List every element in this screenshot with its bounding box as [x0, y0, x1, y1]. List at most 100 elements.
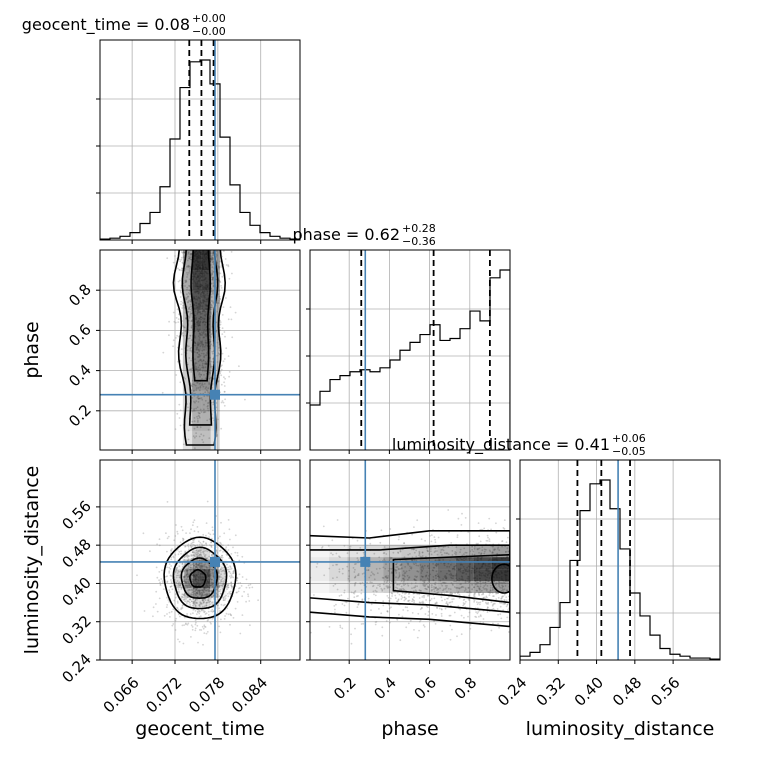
- sample-point: [186, 349, 189, 352]
- sample-point: [431, 613, 434, 615]
- sample-point: [190, 593, 193, 595]
- sample-point: [407, 553, 410, 556]
- sample-point: [188, 598, 191, 601]
- sample-point: [181, 595, 184, 598]
- sample-point: [185, 532, 188, 534]
- sample-point: [362, 551, 365, 554]
- sample-point: [186, 613, 189, 615]
- sample-point: [212, 278, 215, 280]
- sample-point: [190, 566, 192, 569]
- sample-point: [202, 533, 205, 536]
- sample-point: [184, 377, 187, 380]
- sample-point: [227, 355, 230, 357]
- sample-point: [506, 616, 509, 619]
- sample-point: [220, 580, 222, 582]
- sample-point: [196, 613, 198, 615]
- sample-point: [204, 354, 207, 357]
- sample-point: [426, 549, 429, 552]
- sample-point: [200, 397, 203, 399]
- sample-point: [227, 584, 230, 587]
- sample-point: [197, 564, 200, 566]
- sample-point: [395, 597, 397, 599]
- density-cell: [383, 569, 402, 582]
- title-minus: −0.00: [192, 25, 226, 38]
- sample-point: [182, 262, 185, 265]
- sample-point: [412, 548, 414, 551]
- sample-point: [200, 559, 203, 561]
- sample-point: [218, 610, 221, 612]
- density-cell: [491, 545, 510, 558]
- sample-point: [475, 611, 477, 613]
- sample-point: [503, 599, 506, 601]
- sample-point: [481, 593, 483, 596]
- sample-point: [489, 550, 492, 553]
- sample-point: [471, 583, 473, 586]
- sample-point: [385, 553, 388, 555]
- sample-point: [220, 603, 223, 606]
- sample-point: [205, 567, 208, 569]
- sample-point: [413, 596, 415, 599]
- sample-point: [192, 563, 195, 565]
- sample-point: [182, 593, 185, 596]
- sample-point: [400, 567, 403, 569]
- y-tick-label: 0.2: [65, 401, 95, 431]
- sample-point: [205, 557, 208, 560]
- sample-point: [178, 313, 180, 316]
- sample-point: [204, 613, 207, 615]
- sample-point: [390, 571, 393, 574]
- sample-point: [198, 415, 201, 418]
- sample-point: [202, 627, 205, 630]
- sample-point: [223, 376, 225, 379]
- sample-point: [482, 581, 484, 584]
- sample-point: [396, 583, 399, 586]
- sample-point: [398, 593, 401, 596]
- sample-point: [221, 314, 224, 316]
- sample-point: [460, 586, 462, 589]
- sample-point: [220, 573, 223, 576]
- sample-point: [464, 517, 467, 519]
- sample-point: [200, 589, 202, 592]
- sample-point: [446, 585, 448, 587]
- sample-point: [210, 255, 213, 257]
- sample-point: [469, 623, 472, 626]
- sample-point: [385, 563, 387, 566]
- sample-point: [205, 601, 208, 604]
- sample-point: [207, 428, 210, 431]
- sample-point: [211, 257, 214, 259]
- sample-point: [179, 570, 182, 573]
- sample-point: [210, 545, 212, 547]
- sample-point: [223, 570, 226, 573]
- sample-point: [179, 583, 181, 586]
- sample-point: [456, 635, 458, 638]
- sample-point: [197, 611, 199, 614]
- sample-point: [422, 624, 425, 627]
- sample-point: [172, 311, 175, 314]
- sample-point: [201, 548, 204, 551]
- sample-point: [328, 626, 331, 628]
- sample-point: [471, 548, 474, 551]
- sample-point: [179, 260, 182, 263]
- sample-point: [497, 597, 500, 599]
- sample-point: [427, 586, 430, 589]
- sample-point: [486, 588, 488, 591]
- sample-point: [194, 627, 197, 630]
- sample-point: [203, 588, 206, 591]
- sample-point: [190, 305, 193, 308]
- sample-point: [209, 571, 212, 573]
- sample-point: [190, 636, 192, 638]
- sample-point: [377, 584, 379, 586]
- sample-point: [166, 613, 168, 615]
- sample-point: [136, 574, 138, 577]
- sample-point: [201, 605, 204, 608]
- sample-point: [486, 540, 489, 542]
- sample-point: [473, 601, 475, 603]
- sample-point: [353, 571, 356, 573]
- sample-point: [400, 598, 403, 600]
- sample-point: [468, 594, 470, 597]
- sample-point: [346, 552, 349, 555]
- sample-point: [199, 548, 202, 551]
- sample-point: [187, 565, 190, 568]
- sample-point: [220, 365, 222, 368]
- sample-point: [200, 359, 203, 362]
- sample-point: [211, 256, 214, 259]
